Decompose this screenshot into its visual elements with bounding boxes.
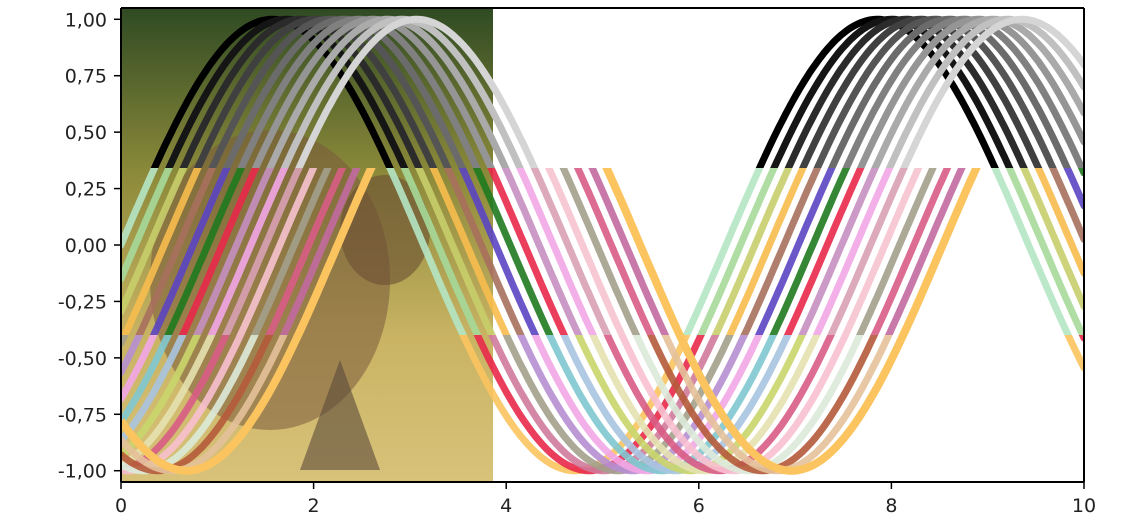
pastel-series-line xyxy=(121,335,792,475)
saturated-series-line xyxy=(236,168,923,335)
x-tick-label: 10 xyxy=(1072,495,1096,517)
y-tick-label: -0,25 xyxy=(58,291,107,313)
x-tick-label: 0 xyxy=(115,495,127,517)
pastel-series-line xyxy=(121,335,778,475)
pastel-band xyxy=(121,335,1084,475)
grayscale-series-line xyxy=(208,15,1057,168)
saturated-band xyxy=(121,168,1084,335)
pastel-series-line xyxy=(121,335,734,475)
y-tick-label: -0,75 xyxy=(58,404,107,426)
grayscale-series-line xyxy=(280,15,1084,168)
highlight-series-line xyxy=(121,335,908,475)
pastel-series-line xyxy=(121,335,806,475)
owl-photo xyxy=(121,8,493,482)
x-tick-label: 6 xyxy=(693,495,705,517)
saturated-series-line xyxy=(207,168,894,335)
grayscale-series-line xyxy=(266,15,1084,168)
saturated-series-line xyxy=(222,168,908,335)
saturated-series-line xyxy=(265,168,952,335)
grayscale-band xyxy=(150,15,1084,168)
saturated-series-line xyxy=(279,168,966,335)
y-tick-label: -1,00 xyxy=(58,461,107,483)
pastel-series-line xyxy=(121,335,893,475)
y-tick-label: 0,50 xyxy=(65,122,107,144)
y-tick-label: 1,00 xyxy=(65,9,107,31)
saturated-series-line xyxy=(250,168,937,335)
tick-group: 0 2 4 6 8 10 1,00 0,75 0,50 0,25 0,00 -0,25 -0,50 -0,… xyxy=(58,9,1096,517)
grayscale-series-line xyxy=(237,15,1084,168)
highlight-series-line xyxy=(293,168,981,335)
pastel-series-line xyxy=(121,335,763,475)
y-tick-label: 0,75 xyxy=(65,66,107,88)
grayscale-series-line xyxy=(222,15,1072,168)
y-tick-label: -0,50 xyxy=(58,348,107,370)
pastel-series-line xyxy=(121,335,821,475)
pastel-series-line xyxy=(121,335,749,475)
x-tick-label: 4 xyxy=(500,495,512,517)
y-tick-label: 0,25 xyxy=(65,179,107,201)
x-tick-label: 2 xyxy=(308,495,320,517)
x-tick-label: 8 xyxy=(885,495,897,517)
grayscale-series-line xyxy=(251,15,1084,168)
y-tick-label: 0,00 xyxy=(65,235,107,257)
grayscale-series-line xyxy=(295,15,1084,168)
